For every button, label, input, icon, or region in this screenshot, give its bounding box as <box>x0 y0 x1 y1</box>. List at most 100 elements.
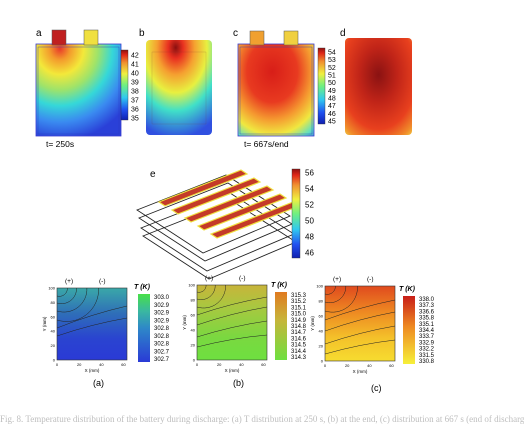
plot-c-legend-tick: 332.9 <box>419 340 435 346</box>
plot-c-ylabel: Y (mm) <box>310 316 315 331</box>
plot-a-legend-tick: 302.8 <box>154 326 170 332</box>
legend-c: T (K)338.0337.3336.6335.8335.1334.4333.7… <box>399 286 435 365</box>
plot-c-field <box>324 285 396 362</box>
colorbar-e-tick: 52 <box>305 201 314 210</box>
heating-stripe <box>183 185 275 223</box>
legend-b: T (K)315.3315.2315.1315.0314.9314.8314.7… <box>271 282 307 361</box>
plot-b-legend-tick: 314.9 <box>291 318 307 324</box>
colorbar-left-tick: 38 <box>131 89 139 96</box>
panel-b-label: b <box>139 28 145 39</box>
plot-b-x-tick: 40 <box>239 362 244 367</box>
plot-c-x-tick: 40 <box>367 363 372 368</box>
plot-a-x-tick: 20 <box>77 362 82 367</box>
plot-c-legend-tick: 337.3 <box>419 303 435 309</box>
plot-c-legend-tick: 330.8 <box>419 359 435 365</box>
panel-a-label: a <box>36 28 42 39</box>
plot-c-legend-tick: 334.4 <box>419 328 435 334</box>
colorbar-e: 56 54 52 50 48 46 <box>291 169 314 259</box>
colorbar-left-tick: 42 <box>131 53 139 60</box>
colorbar-right-tick: 45 <box>328 119 336 126</box>
panel-d-label: d <box>340 28 346 39</box>
panel-d-thermal-map: d <box>340 28 412 135</box>
plot-a-legend-tick: 302.7 <box>154 357 170 363</box>
plot-b-isotherm <box>196 320 268 338</box>
plot-a-x-tick: 0 <box>56 362 59 367</box>
plot-a-x-tick: 60 <box>121 362 126 367</box>
colorbar-e-tick: 46 <box>305 249 314 258</box>
plot-b-y-tick: 20 <box>191 343 196 348</box>
plot-a-legend-tick: 302.8 <box>154 342 170 348</box>
plot-a-y-tick: 0 <box>53 358 56 363</box>
colorbar-e-tick: 54 <box>305 185 314 194</box>
plot-c-x-tick: 60 <box>389 363 394 368</box>
plot-a-y-tick: 40 <box>51 329 56 334</box>
plot-c-isotherm <box>324 285 347 303</box>
plot-b-isotherm <box>196 296 268 316</box>
plot-c-axes: (+) (-) 0 20 40 60 80 100 0 20 40 60 X (mm) Y (mm) <box>310 276 394 374</box>
plot-b-legend-tick: 315.2 <box>291 299 307 305</box>
plot-b-legend-tick: 314.8 <box>291 324 307 330</box>
plot-a-legend-tick: 302.7 <box>154 349 170 355</box>
plot-c-isotherm <box>324 299 396 321</box>
plot-b-y-tick: 100 <box>188 283 195 288</box>
plot-c-isotherm <box>324 325 396 345</box>
plot-a-legend-tick: 302.9 <box>154 311 170 317</box>
colorbar-e-tick: 50 <box>305 217 314 226</box>
panel-c-thermal-map: c t= 667s/end <box>233 28 315 149</box>
plot-a-legend-tick: 302.8 <box>154 334 170 340</box>
colorbar-e-tick: 48 <box>305 233 314 242</box>
plot-a-y-tick: 20 <box>51 343 56 348</box>
plot-a-legend-tick: 303.0 <box>154 295 170 301</box>
figure-caption: Fig. 8. Temperature distribution of the … <box>0 414 524 424</box>
plot-a-xlabel: X (mm) <box>85 368 100 373</box>
plot-b-terminal-neg: (-) <box>239 275 246 282</box>
plot-b-y-tick: 0 <box>193 358 196 363</box>
plot-c-legend-tick: 332.2 <box>419 347 435 353</box>
plot-c-y-tick: 0 <box>321 359 324 364</box>
plot-c-isotherm <box>324 339 396 355</box>
heating-stripe <box>196 193 288 231</box>
plot-c-legend-tick: 333.7 <box>419 334 435 340</box>
time-label-right: t= 667s/end <box>244 139 289 149</box>
plot-b-legend-tick: 315.1 <box>291 305 307 311</box>
colorbar-left-tick: 40 <box>131 71 139 78</box>
plot-c-y-tick: 80 <box>319 299 324 304</box>
colorbar-left-tick: 41 <box>131 62 139 69</box>
plot-b-ylabel: Y (mm) <box>182 315 187 330</box>
colorbar-right-tick: 48 <box>328 96 336 103</box>
panel-e-label: e <box>150 169 156 180</box>
plot-b-isotherm <box>196 334 268 348</box>
plot-c-isotherm <box>324 285 336 295</box>
terminal-positive-c <box>249 30 265 46</box>
panel-e-3d-model: e <box>136 169 301 280</box>
heating-stripes <box>157 169 301 239</box>
plot-b-isotherms <box>196 284 268 348</box>
plot-a-terminal-pos: (+) <box>65 278 73 285</box>
plot-b-x-tick: 20 <box>217 362 222 367</box>
plot-b-x-tick: 60 <box>261 362 266 367</box>
colorbar-e-tick: 56 <box>305 169 314 178</box>
plot-c: (+) (-) 0 20 40 60 80 100 0 20 40 60 X (mm) Y (mm) T … <box>310 276 435 393</box>
plot-c-y-tick: 100 <box>316 284 323 289</box>
colorbar-right-tick: 54 <box>328 50 336 57</box>
plot-c-xlabel: X (mm) <box>353 369 368 374</box>
colorbar-left-tick: 39 <box>131 80 139 87</box>
plot-b-y-tick: 60 <box>191 313 196 318</box>
plot-b-isotherm <box>196 306 268 326</box>
plot-b-legend-tick: 314.4 <box>291 349 307 355</box>
plot-a-title: (a) <box>93 378 104 388</box>
panel-a-thermal-map: a t= 250s <box>35 28 122 149</box>
plot-c-y-tick: 60 <box>319 314 324 319</box>
colorbar-left-ticks: 42 41 40 39 38 37 36 35 <box>131 53 139 123</box>
plot-b-isotherm <box>196 284 216 300</box>
plot-a: (+) (-) 0 20 40 60 80 100 0 20 40 60 X (mm) Y (mm) T … <box>42 278 170 388</box>
colorbar-right-tick: 47 <box>328 103 336 110</box>
plot-a-legend-tick: 302.9 <box>154 318 170 324</box>
plot-b-y-tick: 40 <box>191 328 196 333</box>
colorbar-left-tick: 37 <box>131 98 139 105</box>
colorbar-right-tick: 52 <box>328 65 336 72</box>
panel-c-label: c <box>233 28 238 39</box>
plot-c-legend-tick: 331.5 <box>419 353 435 359</box>
